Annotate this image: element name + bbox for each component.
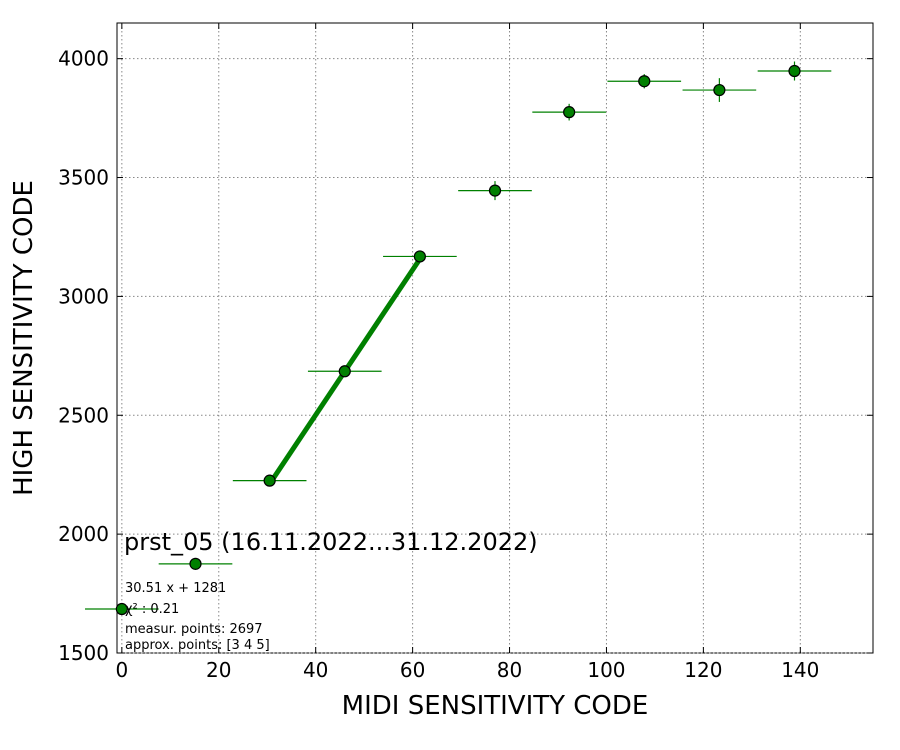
data-point xyxy=(563,106,576,119)
y-tick-label: 2500 xyxy=(58,403,109,427)
grid xyxy=(117,23,873,654)
data-point xyxy=(115,602,128,616)
annotation-chi2: χ² : 0.21 xyxy=(125,602,179,617)
y-tick-label: 1500 xyxy=(58,641,109,665)
ticks: 0 20 40 60 80 100 120 140 1500 2000 2500 3000 3500 40… xyxy=(58,23,873,682)
x-tick-label: 120 xyxy=(684,658,722,682)
x-tick-label: 40 xyxy=(303,658,328,682)
annotation-title: prst_05 (16.11.2022...31.12.2022) xyxy=(124,528,538,556)
data-point xyxy=(413,250,426,263)
x-tick-label: 0 xyxy=(115,658,128,682)
data-point xyxy=(713,83,726,97)
y-tick-label: 4000 xyxy=(58,47,109,71)
x-tick-label: 60 xyxy=(400,658,425,682)
errorbars xyxy=(85,61,832,610)
data-point xyxy=(638,75,651,88)
annotation-fit-equation: 30.51 x + 1281 xyxy=(125,581,226,596)
annotation-measur-points: measur. points: 2697 xyxy=(125,622,263,637)
data-point xyxy=(263,474,276,487)
x-tick-label: 100 xyxy=(587,658,625,682)
x-tick-label: 20 xyxy=(206,658,231,682)
x-axis-label: MIDI SENSITIVITY CODE xyxy=(342,691,649,721)
data-point xyxy=(788,64,801,78)
y-tick-label: 2000 xyxy=(58,522,109,546)
data-point xyxy=(488,184,502,197)
x-tick-label: 80 xyxy=(497,658,522,682)
y-tick-label: 3000 xyxy=(58,284,109,308)
y-tick-label: 3500 xyxy=(58,166,109,190)
points xyxy=(115,64,801,616)
annotation-approx-points: approx. points: [3 4 5] xyxy=(125,638,270,653)
x-tick-label: 140 xyxy=(781,658,819,682)
data-point xyxy=(189,557,202,570)
plot-frame xyxy=(116,22,874,654)
y-axis-label: HIGH SENSITIVITY CODE xyxy=(9,180,39,496)
data-point xyxy=(338,365,351,378)
